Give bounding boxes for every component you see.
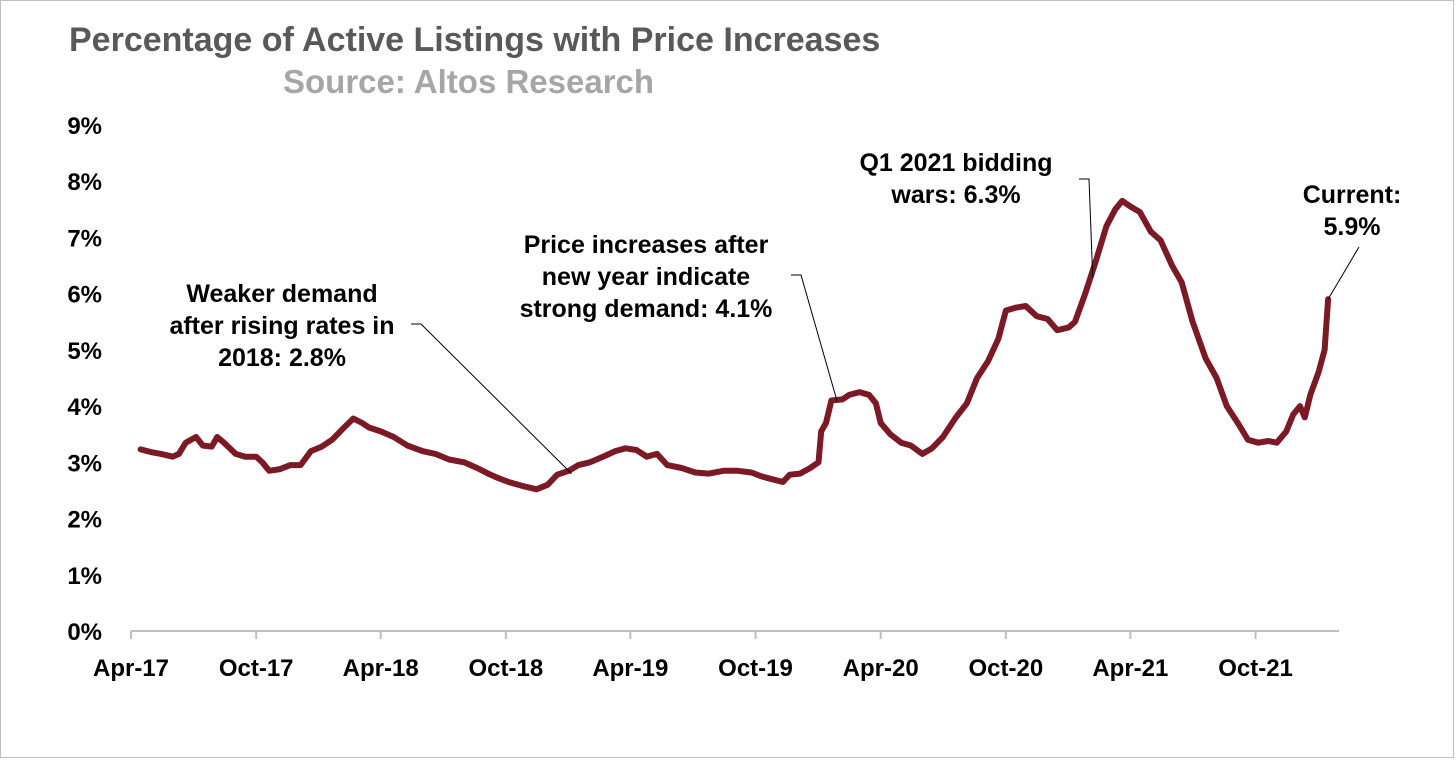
x-tick-label: Oct-18	[468, 655, 543, 682]
chart-title: Percentage of Active Listings with Price…	[69, 21, 880, 59]
y-tick-label: 2%	[67, 507, 102, 534]
annotation-text: Current:	[1303, 181, 1402, 209]
annotation-text: Weaker demand	[186, 280, 377, 308]
y-tick-label: 4%	[67, 394, 102, 421]
y-tick-label: 5%	[67, 338, 102, 365]
y-tick-label: 9%	[67, 113, 102, 140]
annotation-text: wars: 6.3%	[890, 181, 1020, 209]
x-tick-label: Apr-17	[93, 655, 169, 682]
annotation-leader-line	[1079, 178, 1094, 277]
x-tick-label: Oct-17	[219, 655, 294, 682]
x-tick-label: Apr-18	[343, 655, 419, 682]
annotation-text: strong demand: 4.1%	[520, 295, 773, 323]
x-tick-label: Apr-19	[592, 655, 668, 682]
x-tick-label: Oct-19	[718, 655, 793, 682]
annotation-text: 5.9%	[1324, 213, 1381, 241]
x-tick-label: Oct-20	[969, 655, 1044, 682]
y-tick-label: 0%	[67, 619, 102, 646]
y-tick-label: 6%	[67, 282, 102, 309]
annotation-leader-line	[411, 323, 572, 474]
annotation-leader-line	[1327, 246, 1360, 300]
y-tick-label: 1%	[67, 563, 102, 590]
annotations: Weaker demand after rising rates in 2018: …	[169, 149, 1401, 474]
x-tick-label: Oct-21	[1218, 655, 1293, 682]
series-line	[137, 197, 1332, 493]
y-tick-label: 7%	[67, 225, 102, 252]
series-layer	[137, 197, 1332, 493]
y-tick-label: 8%	[67, 169, 102, 196]
annotation-text: after rising rates in	[169, 312, 394, 340]
annotation-leader-line	[791, 274, 838, 401]
annotation-text: new year indicate	[542, 263, 751, 291]
x-axis: Apr-17 Oct-17 Apr-18 Oct-18 Apr-19 Oct-19 Apr-…	[93, 630, 1339, 682]
x-tick-label: Apr-21	[1092, 655, 1168, 682]
annotation-text: Price increases after	[524, 231, 769, 259]
annotation-text: Q1 2021 bidding	[859, 149, 1052, 177]
y-tick-label: 3%	[67, 450, 102, 477]
y-axis: 0% 1% 2% 3% 4% 5% 6% 7% 8% 9%	[67, 113, 102, 646]
x-tick-label: Apr-20	[843, 655, 919, 682]
annotation-text: 2018: 2.8%	[218, 344, 346, 372]
chart-subtitle: Source: Altos Research	[283, 63, 654, 100]
